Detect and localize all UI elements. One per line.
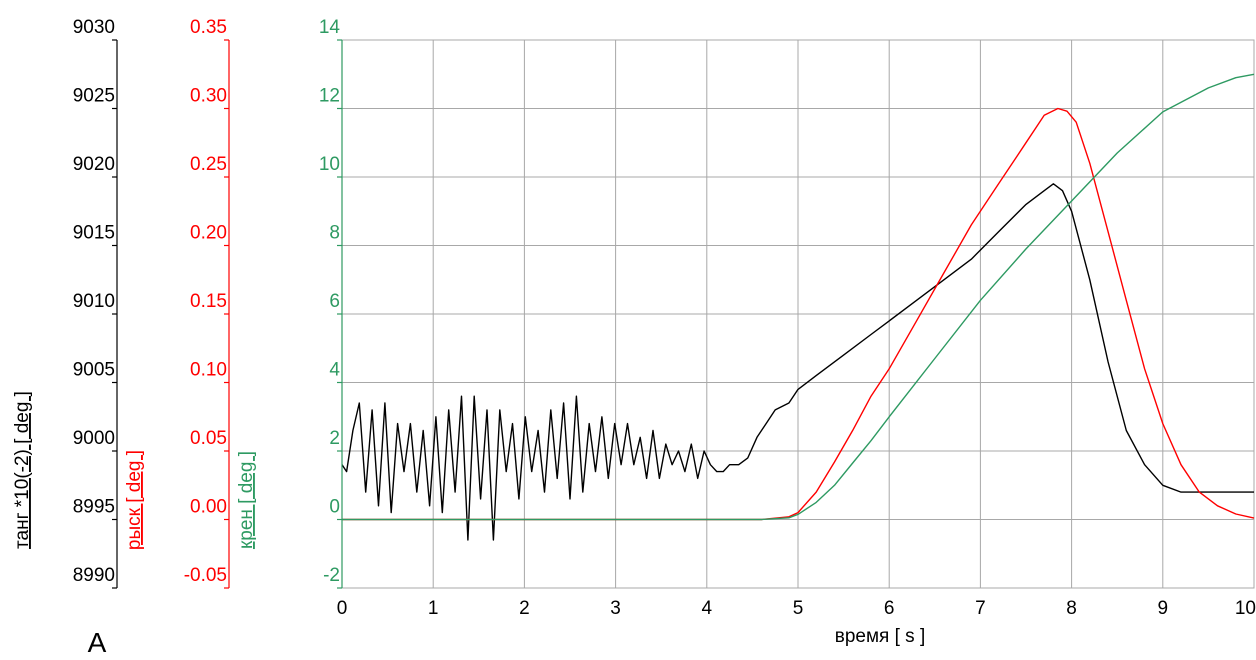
series-layer — [341, 73, 1255, 541]
kren-tick-label: 10 — [319, 154, 340, 175]
rysk-tick-label: 0.00 — [190, 497, 227, 518]
x-tick-label: 9 — [1158, 598, 1169, 619]
tang-tick-label: 8995 — [73, 497, 115, 518]
tang-axis-title: танг *10(-2) [ deg ] — [12, 391, 33, 549]
x-tick-label: 0 — [337, 598, 348, 619]
kren-tick-label: 2 — [329, 428, 340, 449]
tang-tick-label: 9005 — [73, 360, 115, 381]
tang-tick-label: 9030 — [73, 17, 115, 38]
kren-series-line — [342, 73, 1255, 521]
rysk-tick-label: 0.05 — [190, 428, 227, 449]
rysk-tick-label: 0.35 — [190, 17, 227, 38]
tang-tick-label: 9010 — [73, 291, 115, 312]
rysk-tick-label: 0.30 — [190, 86, 227, 107]
tang-tick-label: 9025 — [73, 86, 115, 107]
x-tick-label: 2 — [519, 598, 530, 619]
kren-axis-title: крен [ deg ] — [236, 451, 257, 549]
kren-tick-label: -2 — [323, 565, 340, 586]
kren-tick-label: 8 — [329, 223, 340, 244]
tang-series-line — [341, 183, 1254, 541]
kren-tick-label: 4 — [329, 360, 340, 381]
axes-layer: 0 1 2 3 4 5 6 7 8 9 109030902590209015901090059000… — [12, 17, 1256, 619]
tang-tick-label: 8990 — [73, 565, 115, 586]
x-tick-label: 6 — [884, 598, 895, 619]
x-tick-label: 1 — [428, 598, 439, 619]
x-tick-label: 7 — [975, 598, 986, 619]
rysk-axis-title: рыск [ deg ] — [124, 450, 145, 550]
x-tick-label: 8 — [1066, 598, 1077, 619]
x-tick-label: 3 — [610, 598, 621, 619]
x-tick-label: 10 — [1235, 598, 1256, 619]
kren-tick-label: 12 — [319, 86, 340, 107]
tang-tick-label: 9000 — [73, 428, 115, 449]
rysk-tick-label: 0.25 — [190, 154, 227, 175]
x-tick-label: 4 — [702, 598, 713, 619]
corner-label: A — [88, 627, 107, 658]
kren-tick-label: 0 — [329, 497, 340, 518]
x-tick-label: 5 — [793, 598, 804, 619]
rysk-tick-label: -0.05 — [184, 565, 227, 586]
grid — [341, 39, 1255, 589]
rysk-tick-label: 0.20 — [190, 223, 227, 244]
x-axis-label: время [ s ] — [835, 626, 925, 647]
kren-tick-label: 14 — [319, 17, 341, 38]
tang-tick-label: 9020 — [73, 154, 115, 175]
rysk-tick-label: 0.15 — [190, 291, 227, 312]
rysk-tick-label: 0.10 — [190, 360, 227, 381]
kren-tick-label: 6 — [329, 291, 340, 312]
tang-tick-label: 9015 — [73, 223, 115, 244]
